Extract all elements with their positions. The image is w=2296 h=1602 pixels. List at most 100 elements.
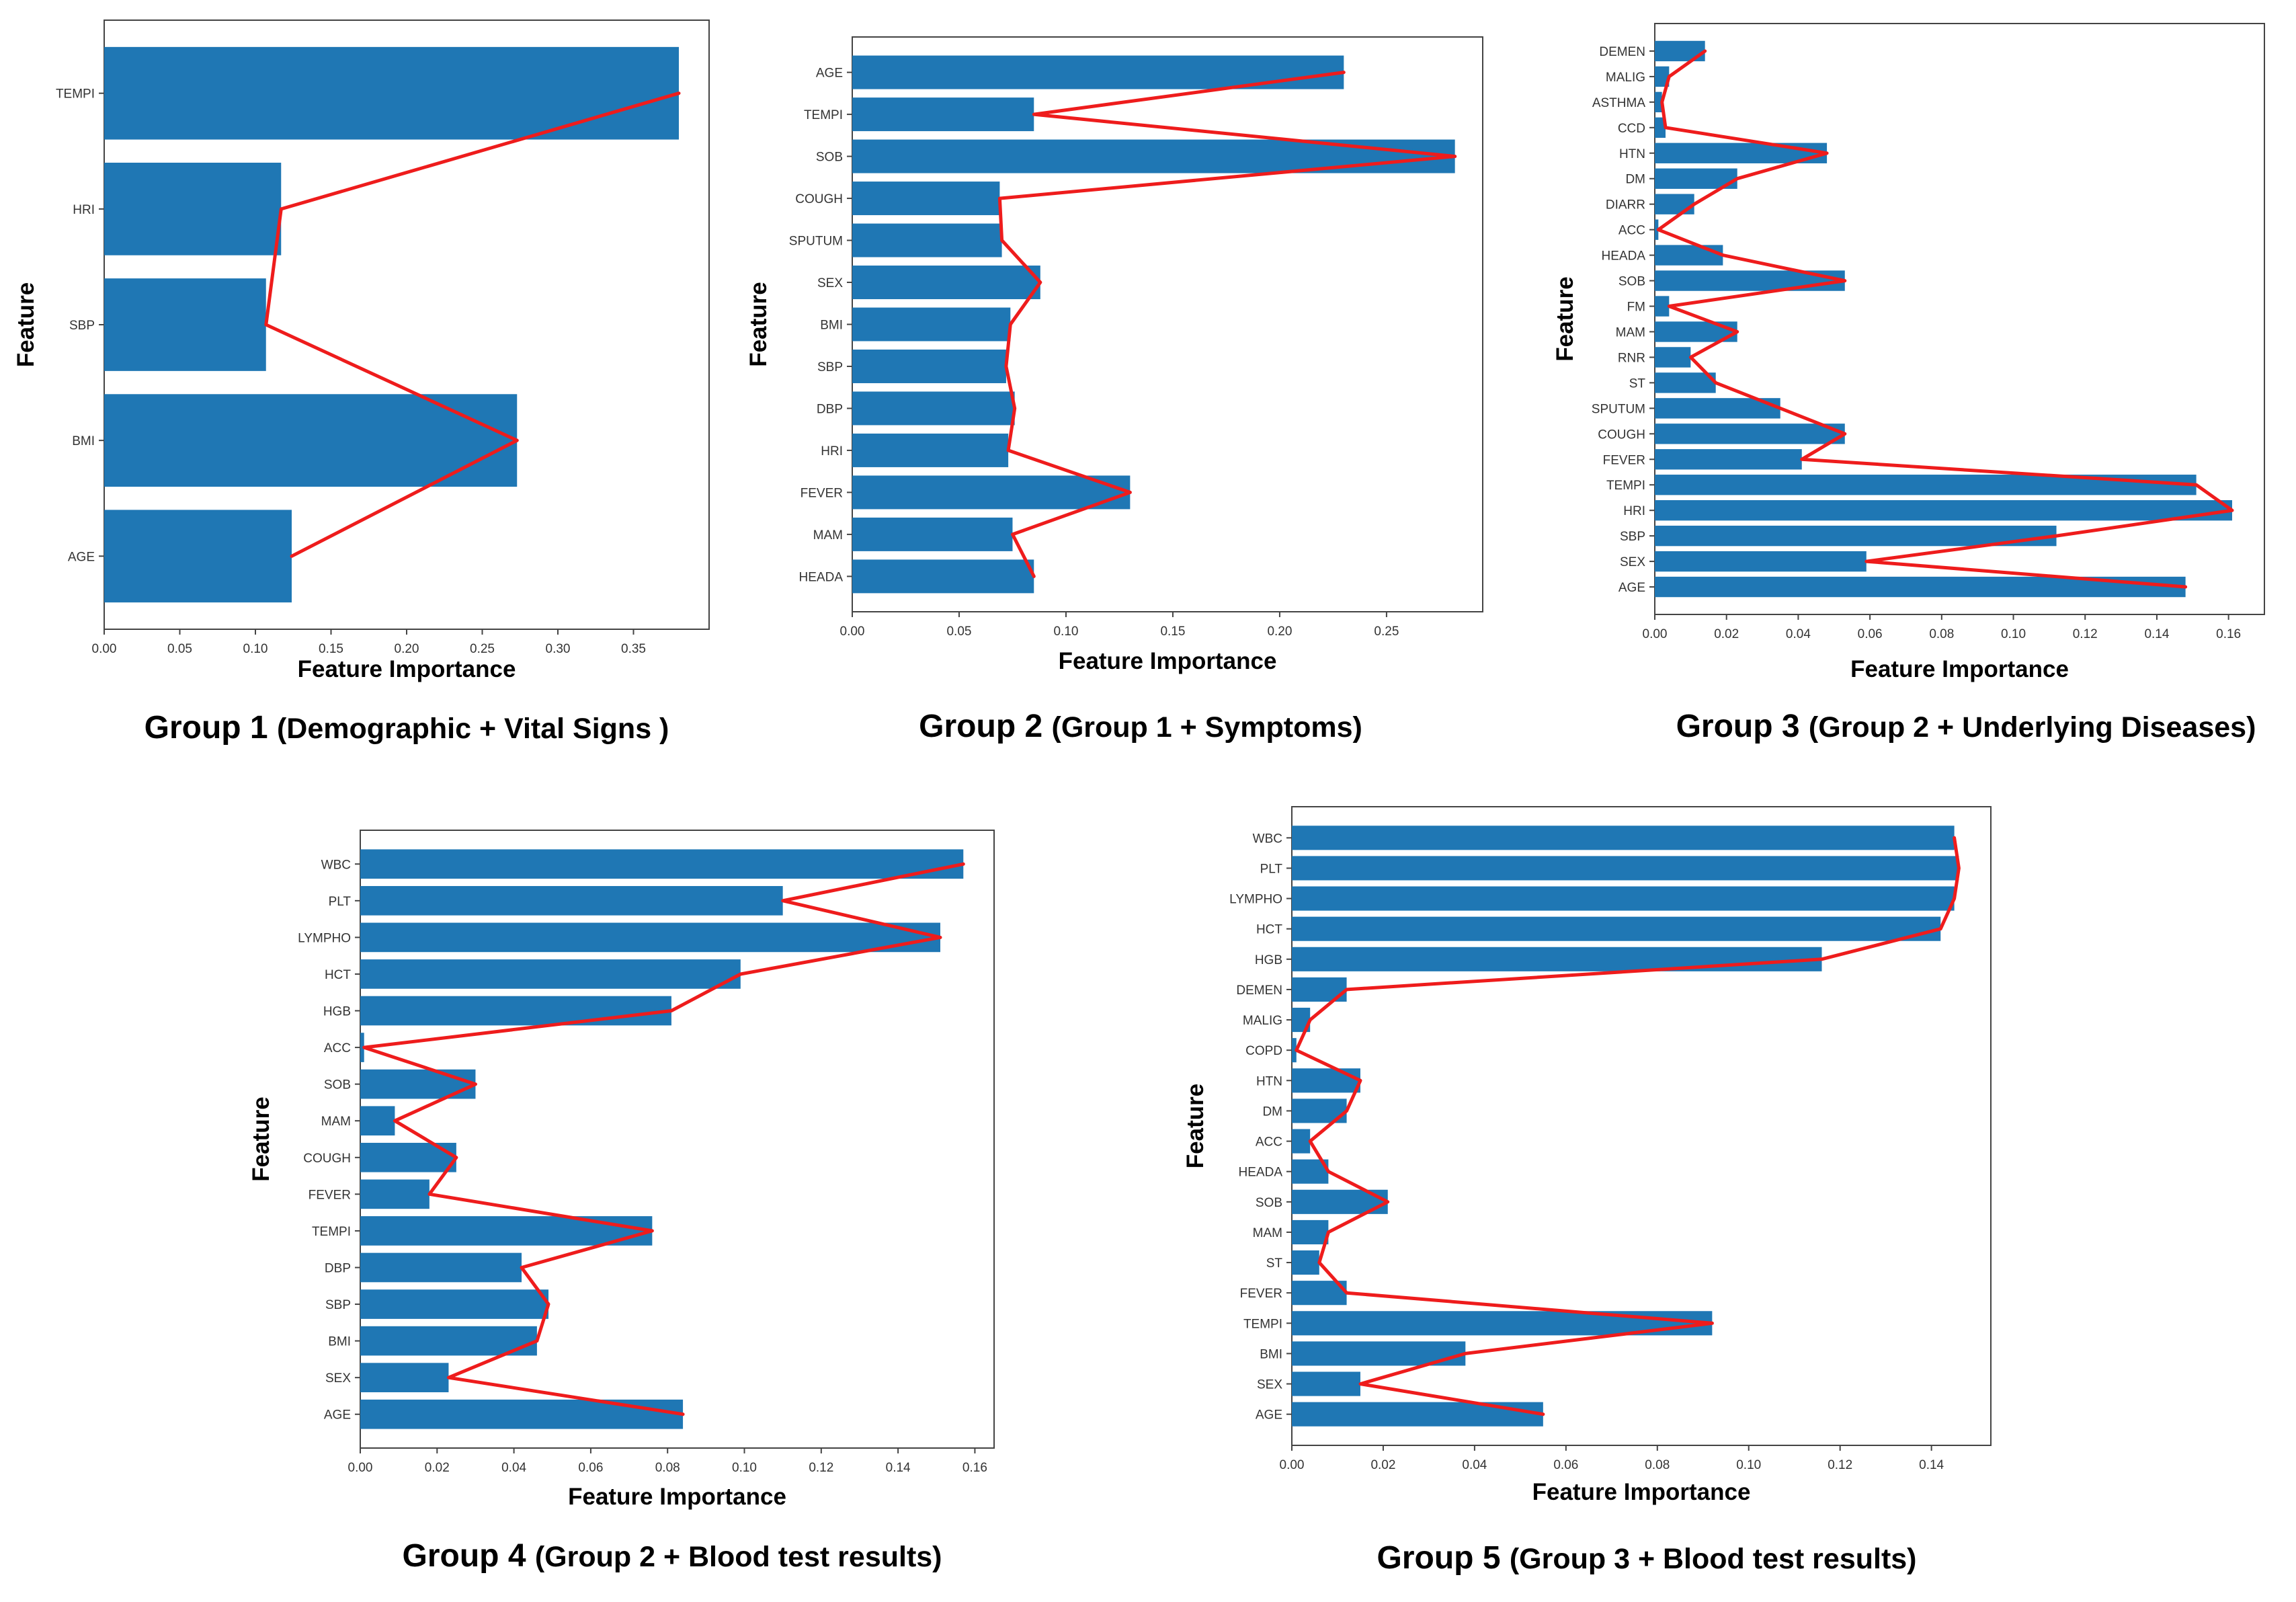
bar-fever xyxy=(1655,449,1802,470)
y-tick-label: WBC xyxy=(1253,832,1282,846)
y-tick-label: MALIG xyxy=(1243,1014,1282,1028)
bar-hri xyxy=(104,163,282,255)
chart-group-5: WBC PLT LYMPHO HCT HGB DEMEN MALIG COPD HTN DM ACC… xyxy=(1182,806,1992,1576)
bar-ccd xyxy=(1655,117,1666,138)
y-tick-label: AGE xyxy=(816,67,843,81)
bar-heada xyxy=(1655,245,1723,266)
y-tick-label: DM xyxy=(1262,1105,1282,1119)
bar-lympho xyxy=(1292,886,1955,911)
y-tick-label: ACC xyxy=(324,1041,351,1055)
x-tick-label: 0.04 xyxy=(1786,627,1811,641)
bar-hgb xyxy=(360,996,671,1026)
x-tick-label: 0.10 xyxy=(2001,627,2026,641)
x-tick-label: 0.02 xyxy=(1370,1458,1395,1472)
bar-age xyxy=(1292,1402,1543,1427)
x-tick-label: 0.00 xyxy=(92,642,117,656)
y-tick-label: HGB xyxy=(323,1005,351,1019)
y-tick-label: DBP xyxy=(325,1261,351,1275)
caption-description: (Group 2 + Underlying Diseases) xyxy=(1809,711,2256,744)
y-tick-label: PLT xyxy=(1260,862,1283,876)
bar-fever xyxy=(360,1179,429,1209)
y-tick-label: AGE xyxy=(68,550,95,564)
trend-line xyxy=(1295,836,1961,1416)
y-tick-label: ST xyxy=(1629,376,1646,391)
y-tick-label: AGE xyxy=(1256,1408,1282,1423)
y-tick-label: FEVER xyxy=(309,1188,351,1202)
bar-cough xyxy=(852,182,1000,216)
bar-sob xyxy=(852,139,1455,173)
x-tick-label: 0.12 xyxy=(2073,627,2098,641)
x-tick-label: 0.35 xyxy=(621,642,646,656)
bar-sputum xyxy=(852,223,1002,257)
x-tick-label: 0.10 xyxy=(1053,625,1078,639)
x-tick-label: 0.05 xyxy=(946,625,971,639)
caption-group-name: Group 1 xyxy=(145,710,277,746)
bar-sbp xyxy=(104,278,266,371)
y-tick-label: LYMPHO xyxy=(298,931,351,945)
y-tick-label: SOB xyxy=(1618,275,1645,289)
bar-tempi xyxy=(360,1216,653,1246)
x-axis-label: Feature Importance xyxy=(1059,648,1277,674)
x-tick-label: 0.04 xyxy=(501,1461,526,1475)
y-tick-label: HTN xyxy=(1619,147,1645,161)
bar-htn xyxy=(1292,1068,1360,1093)
y-tick-label: BMI xyxy=(72,434,95,448)
x-tick-label: 0.10 xyxy=(732,1461,757,1475)
y-tick-label: DEMEN xyxy=(1599,45,1645,59)
x-tick-label: 0.14 xyxy=(886,1461,911,1475)
bar-sbp xyxy=(852,349,1006,383)
x-tick-label: 0.10 xyxy=(1736,1458,1761,1472)
plot-frame xyxy=(1654,23,2265,615)
bar-lympho xyxy=(360,922,940,953)
trend-line xyxy=(1656,49,2234,589)
y-tick-label: CCD xyxy=(1618,122,1645,136)
chart-caption: Group 1 (Demographic + Vital Signs ) xyxy=(145,710,669,746)
y-tick-label: RNR xyxy=(1618,351,1645,365)
bar-sex xyxy=(1292,1371,1360,1396)
y-tick-label: HRI xyxy=(821,444,843,458)
bar-asthma xyxy=(1655,91,1662,113)
caption-description: (Group 3 + Blood test results) xyxy=(1510,1543,1917,1575)
y-tick-label: COUGH xyxy=(1598,428,1645,442)
caption-description: (Group 1 + Symptoms) xyxy=(1052,711,1362,744)
y-tick-label: SEX xyxy=(1620,555,1645,569)
y-tick-label: AGE xyxy=(324,1408,351,1423)
bar-acc xyxy=(1655,219,1659,240)
y-tick-label: FEVER xyxy=(1240,1287,1282,1301)
y-tick-label: SPUTUM xyxy=(789,235,843,249)
bar-plt xyxy=(360,885,783,916)
y-tick-label: HGB xyxy=(1255,953,1282,967)
y-tick-label: MALIG xyxy=(1606,71,1645,85)
x-tick-label: 0.00 xyxy=(1280,1458,1305,1472)
bar-wbc xyxy=(1292,826,1955,850)
bar-sbp xyxy=(1655,525,2057,547)
bar-rnr xyxy=(1655,347,1691,368)
y-axis-label: Feature xyxy=(248,1096,274,1181)
bar-tempi xyxy=(852,97,1034,132)
caption-group-name: Group 4 xyxy=(403,1538,535,1574)
bar-sbp xyxy=(360,1289,549,1319)
bar-bmi xyxy=(360,1326,537,1356)
x-axis-label: Feature Importance xyxy=(298,656,516,682)
x-tick-label: 0.15 xyxy=(319,642,343,656)
y-tick-label: SPUTUM xyxy=(1592,402,1645,416)
y-tick-label: HRI xyxy=(1623,504,1645,518)
y-tick-label: FEVER xyxy=(1603,453,1645,467)
y-tick-label: FM xyxy=(1627,301,1645,315)
y-tick-label: ASTHMA xyxy=(1592,96,1646,110)
y-tick-label: HRI xyxy=(73,203,95,217)
x-tick-label: 0.08 xyxy=(1929,627,1954,641)
y-tick-label: LYMPHO xyxy=(1229,893,1282,907)
y-tick-label: BMI xyxy=(820,319,843,333)
chart-group-3: DEMEN MALIG ASTHMA CCD HTN DM DIARR ACC HEADA SOB… xyxy=(1552,23,2265,744)
chart-caption: Group 2 (Group 1 + Symptoms) xyxy=(919,709,1362,744)
bar-cough xyxy=(1655,424,1845,444)
bar-dbp xyxy=(360,1252,522,1283)
y-tick-label: HCT xyxy=(1256,923,1282,937)
y-tick-label: TEMPI xyxy=(804,108,843,122)
bar-mam xyxy=(360,1106,395,1136)
y-tick-label: DEMEN xyxy=(1236,984,1282,998)
x-tick-label: 0.16 xyxy=(2216,627,2241,641)
x-tick-label: 0.14 xyxy=(1919,1458,1944,1472)
caption-group-name: Group 5 xyxy=(1377,1540,1510,1576)
